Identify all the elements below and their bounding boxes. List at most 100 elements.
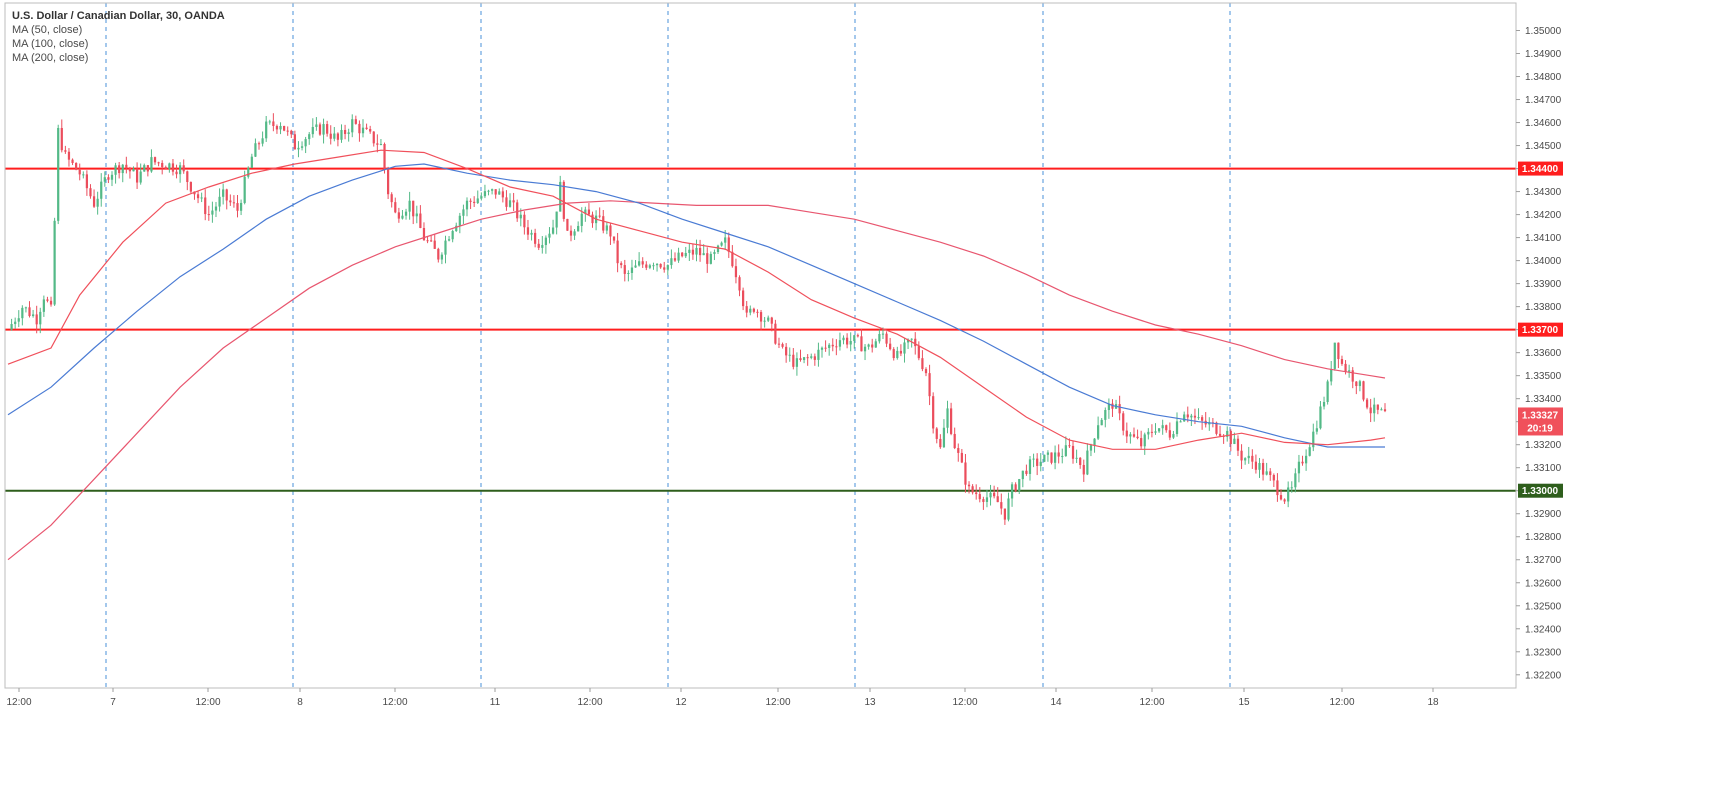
candle-bull [476, 198, 479, 204]
candle-bear [505, 197, 508, 207]
candle-bull [347, 132, 350, 135]
candle-bull [21, 307, 24, 319]
candle-bull [795, 358, 799, 367]
candle-bull [1183, 414, 1186, 422]
candle-bear [1236, 438, 1240, 451]
candle-bull [1089, 445, 1093, 451]
candle-bull [1358, 381, 1362, 387]
candle-bear [1218, 433, 1222, 436]
candle-bull [810, 356, 813, 358]
y-tick-label: 1.32600 [1525, 578, 1562, 589]
candle-bull [42, 299, 45, 312]
candle-bear [745, 306, 748, 313]
y-tick-label: 1.34800 [1525, 72, 1562, 83]
candle-bull [709, 253, 712, 264]
candle-bull [250, 156, 253, 168]
candle-bear [734, 266, 738, 278]
candle-bear [1251, 455, 1254, 462]
candle-bear [806, 357, 809, 359]
current-price-tag [1518, 407, 1563, 436]
candle-bull [1093, 438, 1096, 446]
candle-bull [638, 261, 641, 266]
candle-bear [343, 129, 347, 135]
candle-bear [960, 452, 963, 463]
candle-bull [1043, 454, 1046, 462]
candle-bull [1061, 456, 1064, 458]
candle-bull [1304, 455, 1308, 464]
candle-bear [125, 164, 128, 169]
candle-bear [939, 438, 942, 448]
candle-bull [139, 171, 142, 183]
candle-bull [1064, 445, 1067, 457]
candle-bear [257, 143, 261, 145]
candle-bear [232, 202, 236, 204]
candle-bear [1362, 381, 1365, 400]
candle-bull [53, 220, 56, 305]
candle-bull [541, 245, 544, 248]
candle-bull [1258, 462, 1261, 470]
candle-bull [630, 267, 634, 273]
candle-bull [577, 225, 580, 232]
candle-bear [204, 197, 207, 215]
candle-bull [447, 239, 451, 241]
candle-bear [1082, 464, 1085, 475]
candle-bear [1301, 461, 1304, 464]
candle-bear [975, 492, 978, 495]
candle-bull [1290, 487, 1293, 489]
candle-bear [1376, 404, 1379, 410]
candle-bear [1186, 414, 1189, 418]
candle-bull [1157, 428, 1161, 432]
candle-bear [186, 171, 189, 183]
candle-bull [1244, 458, 1247, 461]
candle-bull [1312, 431, 1315, 448]
candle-bear [1276, 480, 1279, 496]
candle-bear [1369, 407, 1372, 414]
candle-bear [512, 200, 515, 203]
candle-bull [1297, 461, 1301, 474]
candle-bull [57, 127, 60, 221]
candle-bull [200, 197, 203, 199]
candle-bear [358, 123, 361, 134]
candle-bear [326, 124, 329, 134]
candle-bear [135, 168, 139, 183]
candle-bull [490, 189, 494, 191]
candle-bear [422, 228, 426, 241]
candle-bull [96, 198, 99, 207]
candle-bear [1344, 363, 1347, 372]
candle-bull [1233, 438, 1236, 445]
candle-bear [426, 240, 429, 242]
candle-bear [681, 252, 684, 257]
y-tick-label: 1.32500 [1525, 601, 1562, 612]
candle-bear [785, 346, 788, 356]
candle-bear [759, 312, 763, 322]
candle-bull [763, 320, 766, 322]
candle-bull [1104, 410, 1107, 420]
y-tick-label: 1.34700 [1525, 95, 1562, 106]
candle-bull [605, 225, 608, 231]
candle-bear [161, 162, 164, 168]
candle-bear [236, 203, 239, 211]
candle-bear [774, 323, 777, 344]
candle-bear [924, 369, 928, 374]
y-tick-label: 1.35000 [1525, 26, 1562, 37]
candle-bull [311, 126, 314, 135]
candle-bull [308, 134, 311, 140]
candle-bear [889, 343, 892, 350]
candle-bull [268, 121, 271, 123]
ma100-line [7, 163, 1385, 448]
candle-bull [1107, 403, 1110, 411]
candle-bull [1007, 498, 1010, 520]
candle-bull [906, 339, 910, 343]
candle-bull [31, 314, 35, 317]
candle-bull [1032, 458, 1035, 460]
legend-ma50: MA (50, close) [12, 24, 83, 36]
level-tag-1.33700 [1518, 322, 1563, 337]
candle-bull [1308, 447, 1311, 456]
candle-bear [196, 194, 200, 199]
candle-bear [64, 150, 67, 152]
candle-bear [537, 243, 540, 248]
candle-bear [146, 165, 149, 172]
candle-bull [989, 492, 992, 498]
